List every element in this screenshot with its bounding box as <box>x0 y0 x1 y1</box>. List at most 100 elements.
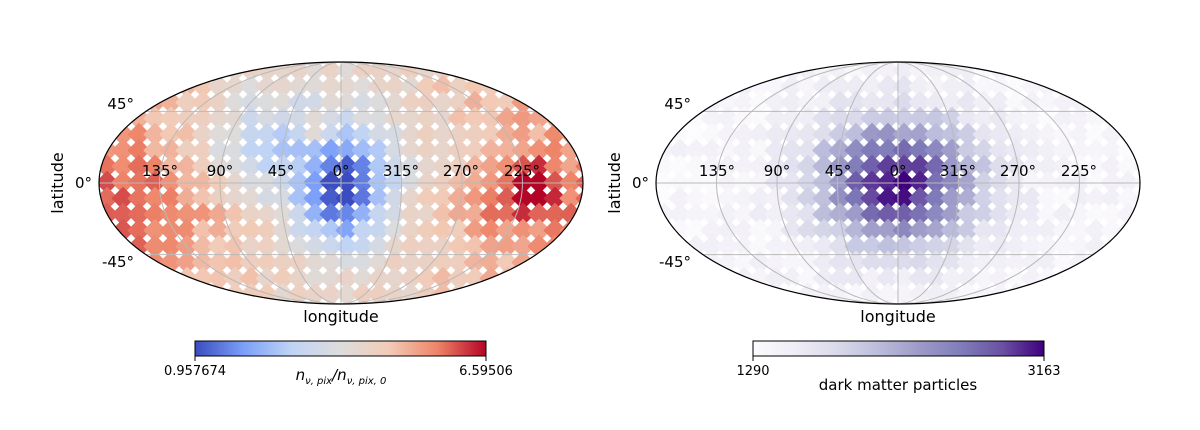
heatmap-pixel <box>543 138 567 163</box>
heatmap-pixel <box>351 138 375 163</box>
heatmap-pixel <box>239 106 263 131</box>
heatmap-pixel <box>463 234 487 259</box>
heatmap-pixel <box>287 234 311 259</box>
heatmap-pixel <box>956 234 980 259</box>
heatmap-pixel <box>860 282 884 304</box>
heatmap-pixel <box>876 186 900 211</box>
heatmap-pixel <box>399 138 423 163</box>
heatmap-pixel <box>828 154 852 179</box>
heatmap-pixel <box>191 90 215 115</box>
heatmap-pixel <box>399 202 423 227</box>
heatmap-pixel <box>367 106 391 131</box>
heatmap-pixel <box>940 122 964 147</box>
heatmap-pixel <box>431 154 455 179</box>
heatmap-pixel <box>479 122 503 147</box>
heatmap-pixel <box>143 138 167 163</box>
heatmap-pixel <box>367 202 391 227</box>
heatmap-pixel <box>143 234 167 259</box>
heatmap-pixel <box>383 74 407 99</box>
lon-tick-label: 0° <box>889 162 906 180</box>
heatmap-pixel <box>924 170 948 195</box>
heatmap-pixel <box>415 106 439 131</box>
heatmap-pixel <box>828 90 852 115</box>
heatmap-pixel <box>876 154 900 179</box>
heatmap-pixel <box>1132 154 1140 179</box>
heatmap-pixel <box>99 170 119 195</box>
heatmap-pixel <box>447 154 471 179</box>
heatmap-pixel <box>399 266 423 291</box>
heatmap-pixel <box>367 90 391 115</box>
heatmap-pixel <box>143 170 167 195</box>
heatmap-pixel <box>319 138 343 163</box>
heatmap-pixel <box>431 138 455 163</box>
lat-tick-label: 45° <box>664 95 691 113</box>
heatmap-pixel <box>924 106 948 131</box>
heatmap-pixel <box>463 106 487 131</box>
heatmap-pixel <box>908 250 932 275</box>
heatmap-pixel <box>271 90 295 115</box>
lat-tick-labels-neutrino: 45° 0° -45° <box>75 95 134 271</box>
colorbar-dark-matter: 1290 3163 dark matter particles <box>736 340 1061 394</box>
heatmap-pixel <box>812 90 836 115</box>
heatmap-pixel <box>479 186 503 211</box>
heatmap-pixel <box>367 170 391 195</box>
heatmap-pixel <box>303 154 327 179</box>
heatmap-pixel <box>924 154 948 179</box>
heatmap-pixel <box>415 234 439 259</box>
heatmap-pixel <box>447 170 471 195</box>
heatmap-pixel <box>764 282 788 304</box>
heatmap-pixel <box>780 122 804 147</box>
heatmap-pixel <box>463 218 487 243</box>
heatmap-pixel <box>287 266 311 291</box>
heatmap-pixel <box>860 62 884 83</box>
heatmap-pixel <box>1004 250 1028 275</box>
heatmap-pixel <box>908 266 932 291</box>
heatmap-pixel <box>239 234 263 259</box>
heatmap-pixel <box>844 106 868 131</box>
heatmap-pixel <box>303 282 327 304</box>
heatmap-pixel <box>207 234 231 259</box>
heatmap-pixel <box>287 170 311 195</box>
heatmap-pixel <box>988 234 1012 259</box>
heatmap-pixel <box>844 154 868 179</box>
heatmap-pixel <box>415 202 439 227</box>
heatmap-pixel <box>383 234 407 259</box>
heatmap-pixel <box>175 122 199 147</box>
heatmap-pixel <box>271 122 295 147</box>
heatmap-pixel <box>239 154 263 179</box>
heatmap-pixel <box>479 90 503 115</box>
heatmap-pixel <box>431 186 455 211</box>
heatmap-pixel <box>908 170 932 195</box>
heatmap-pixel <box>748 106 772 131</box>
heatmap-pixel <box>716 186 740 211</box>
heatmap-pixel <box>463 122 487 147</box>
heatmap-pixel <box>351 186 375 211</box>
heatmap-pixel <box>972 154 996 179</box>
heatmap-pixel <box>527 218 551 243</box>
heatmap-pixel <box>684 202 708 227</box>
heatmap-pixel <box>303 218 327 243</box>
heatmap-pixel <box>191 218 215 243</box>
lon-tick-label: 315° <box>383 162 419 180</box>
heatmap-pixel <box>700 234 724 259</box>
heatmap-pixel <box>700 138 724 163</box>
heatmap-pixel <box>255 138 279 163</box>
heatmap-pixel <box>111 138 135 163</box>
heatmap-pixel <box>367 122 391 147</box>
heatmap-pixel <box>207 170 231 195</box>
heatmap-pixel <box>255 202 279 227</box>
heatmap-pixel <box>908 106 932 131</box>
heatmap-pixel <box>988 90 1012 115</box>
heatmap-pixel <box>431 218 455 243</box>
heatmap-pixel <box>511 218 535 243</box>
heatmap-pixel <box>175 218 199 243</box>
lat-tick-label: 0° <box>632 174 649 192</box>
heatmap-pixel <box>159 218 183 243</box>
heatmap-pixel <box>127 186 151 211</box>
heatmap-pixel <box>956 122 980 147</box>
heatmap-pixel <box>479 138 503 163</box>
heatmap-pixel <box>367 186 391 211</box>
heatmap-pixel <box>844 282 868 304</box>
heatmap-pixel <box>972 218 996 243</box>
heatmap-pixel <box>479 106 503 131</box>
